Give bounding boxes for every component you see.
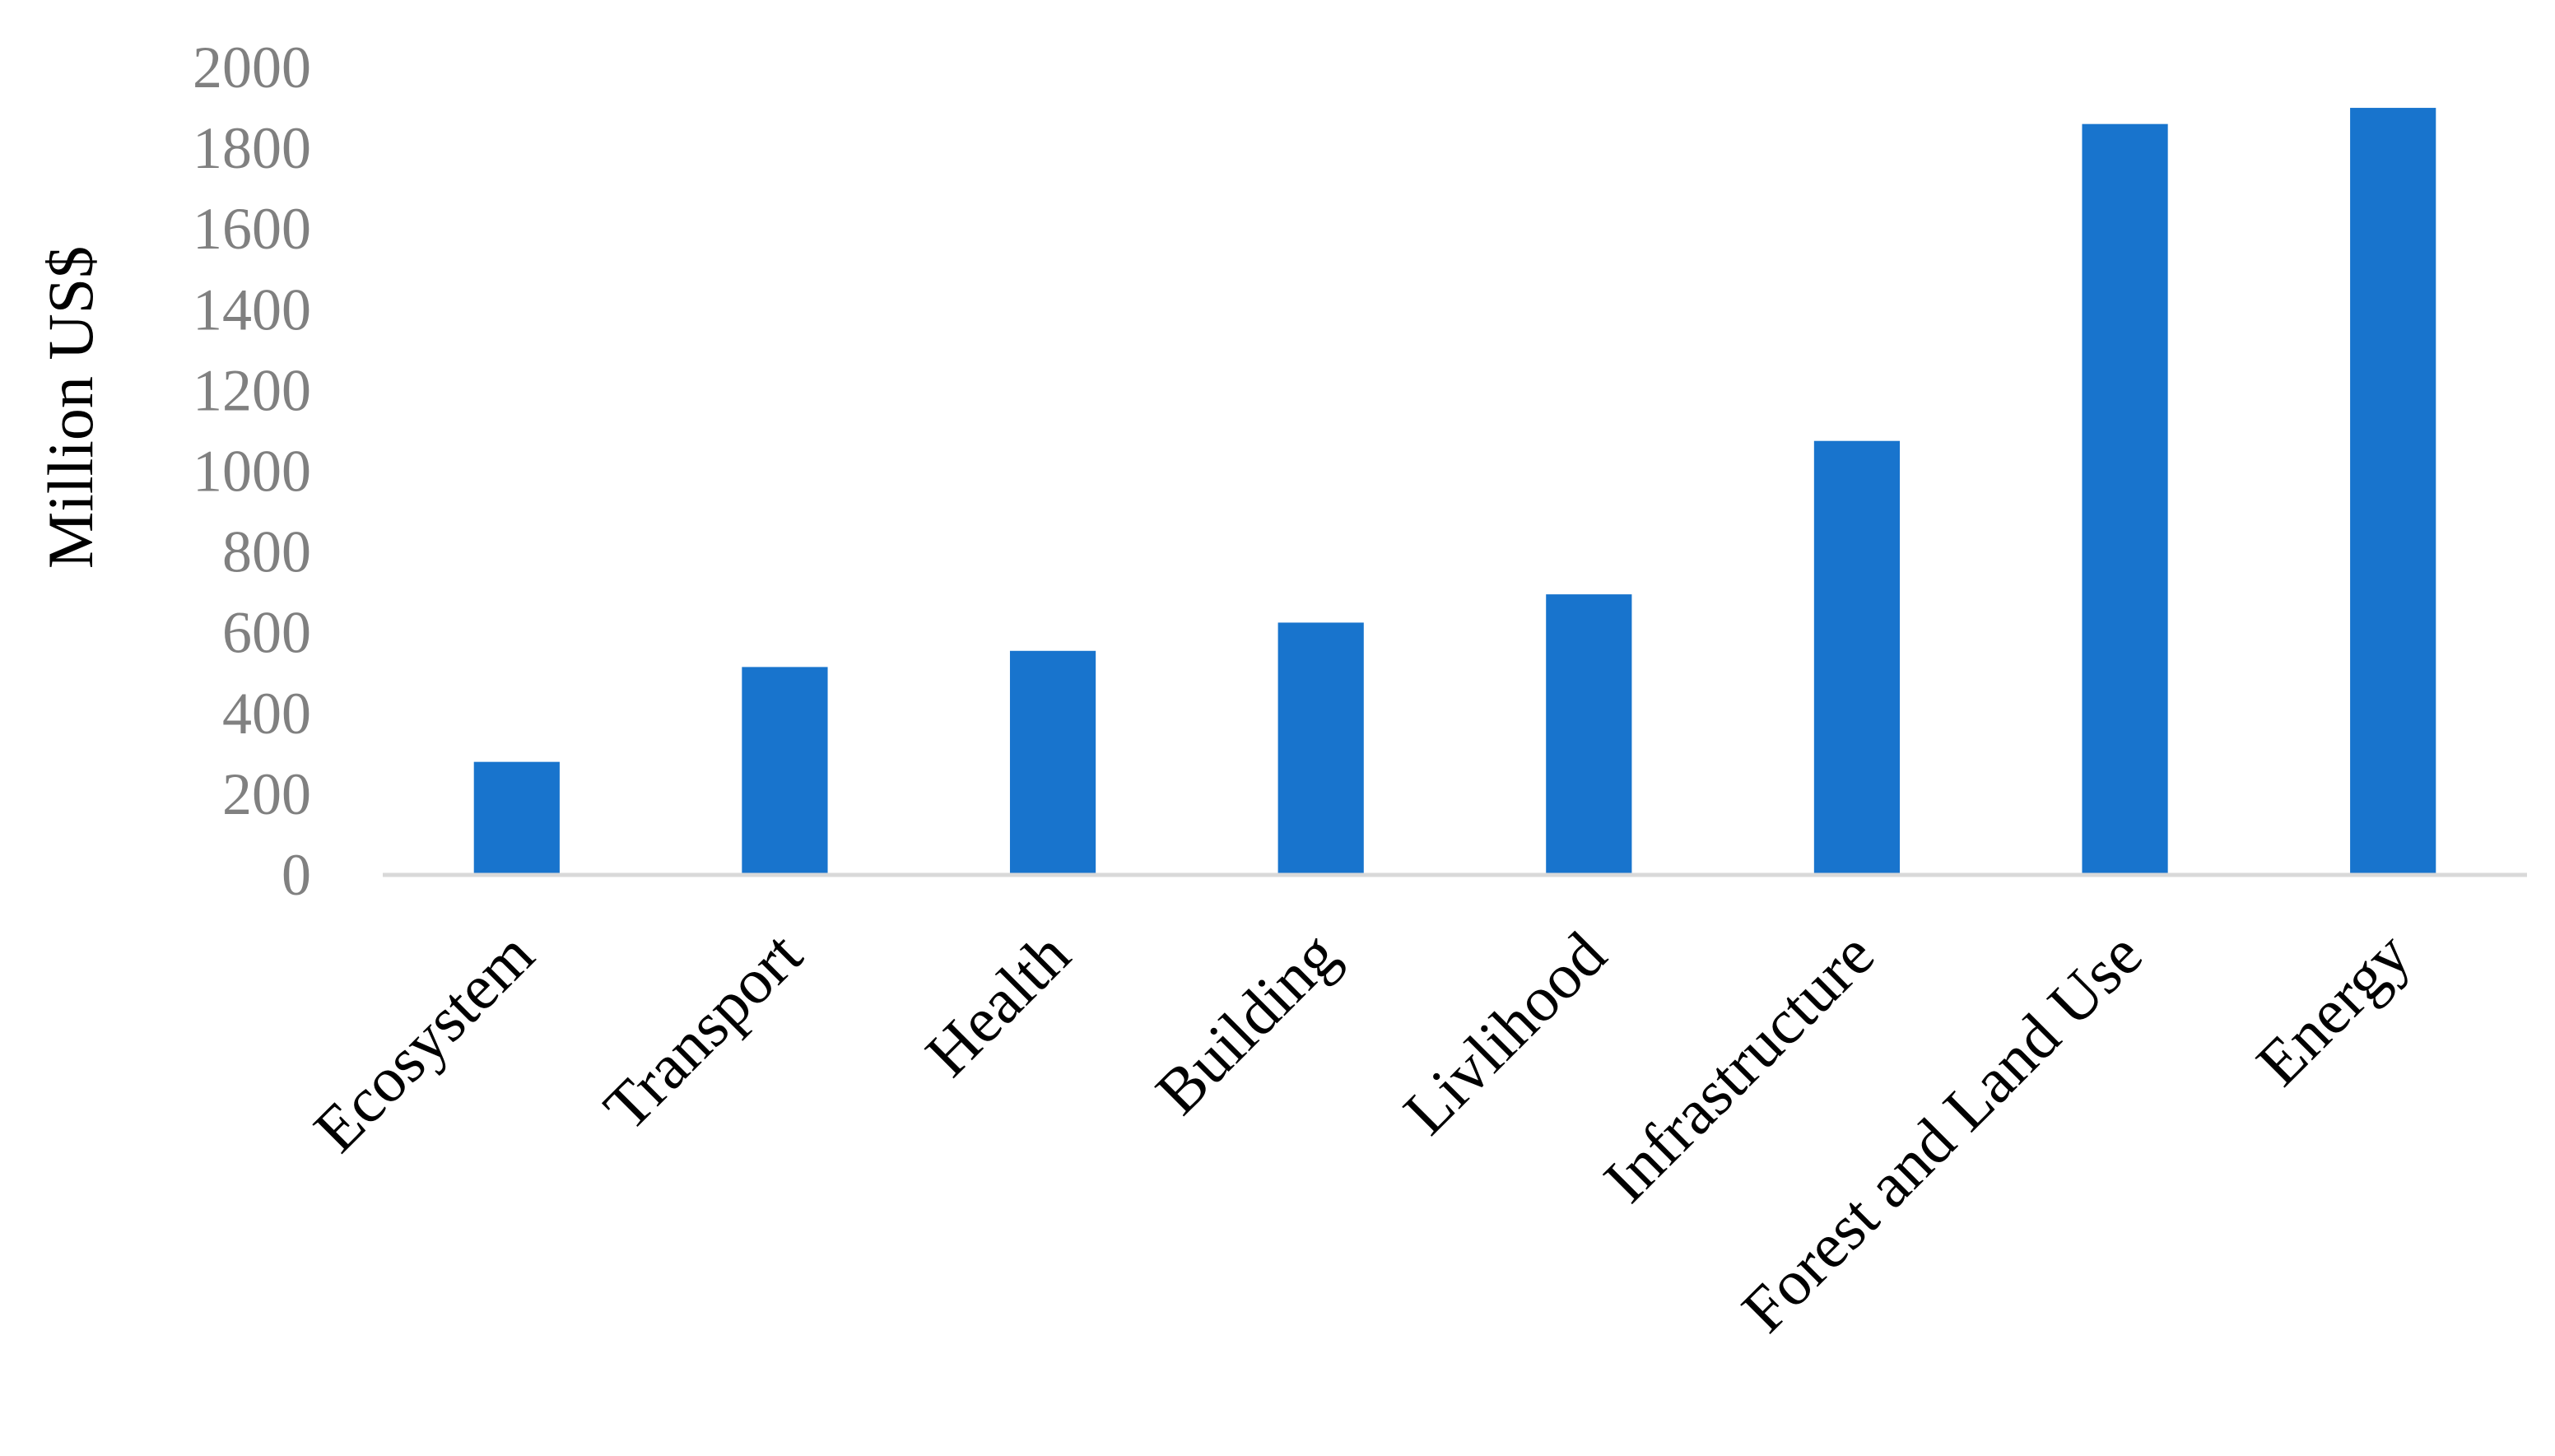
x-category-label: Infrastructure	[1589, 919, 1887, 1216]
y-tick-label: 0	[282, 842, 311, 908]
x-axis-labels: Ecosystem Transport Health Building Livlihoo…	[300, 918, 2423, 1346]
y-tick-label: 200	[222, 761, 311, 827]
y-tick-label: 1000	[193, 439, 311, 505]
bar	[2082, 123, 2168, 876]
y-axis-title: Million US$	[35, 246, 106, 569]
y-tick-label: 600	[222, 600, 311, 666]
x-category-label: Health	[912, 919, 1084, 1091]
x-category-label: Transport	[589, 918, 815, 1143]
x-category-label: Building	[1142, 919, 1352, 1128]
bar	[1278, 622, 1364, 875]
bar	[1813, 440, 1901, 875]
y-tick-label: 1800	[193, 115, 311, 181]
bar	[2350, 108, 2436, 876]
y-axis-ticks: 0 200 400 600 800 1000 1200 1400 1600 1800 2000	[193, 35, 311, 908]
x-category-label: Energy	[2242, 919, 2423, 1100]
bar	[473, 761, 560, 875]
y-tick-label: 1200	[193, 357, 311, 423]
bar	[1546, 594, 1632, 875]
x-category-label: Livlihood	[1389, 919, 1619, 1148]
y-tick-label: 800	[222, 519, 311, 585]
x-category-label: Ecosystem	[300, 919, 547, 1165]
y-tick-label: 400	[222, 681, 311, 747]
bar	[742, 667, 828, 875]
y-tick-label: 2000	[193, 35, 311, 100]
y-tick-label: 1600	[193, 196, 311, 262]
bar	[1009, 650, 1096, 875]
bars	[473, 108, 2436, 876]
y-tick-label: 1400	[193, 277, 311, 342]
